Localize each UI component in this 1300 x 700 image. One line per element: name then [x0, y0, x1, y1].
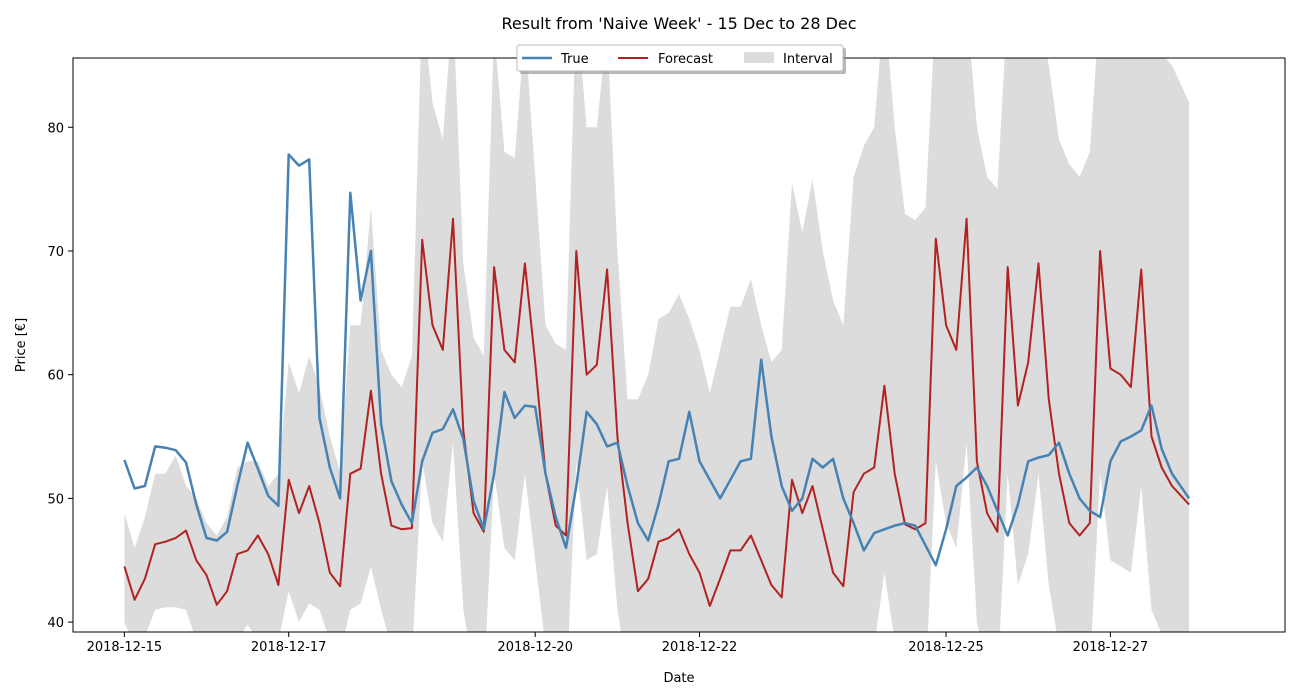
legend: True Forecast Interval: [516, 44, 846, 74]
y-tick-label: 70: [47, 245, 64, 260]
legend-true-label: True: [560, 52, 589, 67]
interval-band: [124, 58, 1190, 632]
y-tick-label: 50: [47, 492, 64, 507]
legend-interval-label: Interval: [783, 52, 833, 67]
true-line: [123, 153, 1191, 567]
plot-area: [123, 58, 1191, 632]
x-axis: 2018-12-15 2018-12-17 2018-12-20 2018-12-22…: [87, 632, 1149, 655]
x-tick-label: 2018-12-20: [497, 640, 573, 655]
chart-title: Result from 'Naive Week' - 15 Dec to 28 …: [501, 14, 856, 33]
legend-interval-swatch: [744, 52, 774, 63]
forecast-line: [123, 217, 1190, 607]
x-tick-label: 2018-12-15: [87, 640, 163, 655]
y-axis: 40 50 60 70 80: [47, 121, 73, 631]
x-tick-label: 2018-12-25: [908, 640, 984, 655]
x-tick-label: 2018-12-22: [662, 640, 738, 655]
y-tick-label: 40: [47, 616, 64, 631]
y-axis-label: Price [€]: [14, 318, 29, 372]
x-axis-label: Date: [663, 671, 694, 686]
legend-box: [516, 44, 844, 72]
y-tick-label: 80: [47, 121, 64, 136]
y-tick-label: 60: [47, 369, 64, 384]
legend-forecast-label: Forecast: [658, 52, 713, 67]
x-tick-label: 2018-12-27: [1073, 640, 1149, 655]
x-tick-label: 2018-12-17: [251, 640, 327, 655]
